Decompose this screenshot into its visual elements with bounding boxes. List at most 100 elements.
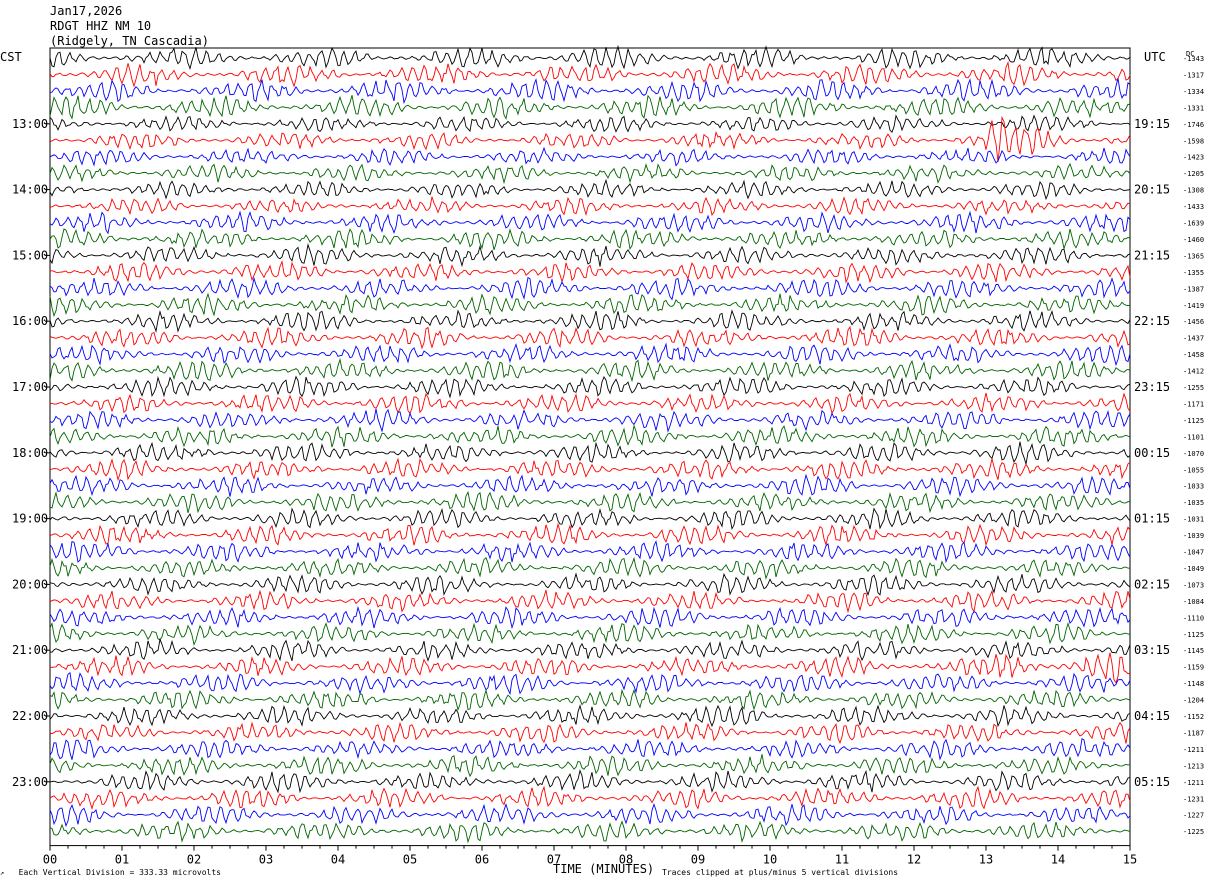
- x-tick-label: 10: [763, 853, 777, 867]
- utc-hour-label: 00:15: [1134, 446, 1170, 460]
- x-tick-label: 01: [115, 853, 129, 867]
- x-tick-label: 03: [259, 853, 273, 867]
- station-id: RDGT HHZ NM 10: [50, 19, 152, 33]
- dc-offset-label: -1213: [1183, 762, 1204, 770]
- dc-offset-label: -1039: [1183, 532, 1204, 540]
- dc-offset-label: -1308: [1183, 187, 1204, 195]
- seismic-trace: [49, 540, 1131, 564]
- x-tick-label: 12: [907, 853, 921, 867]
- seismic-trace: [49, 309, 1131, 333]
- dc-offset-label: -1073: [1183, 581, 1204, 589]
- seismic-trace: [49, 605, 1131, 630]
- dc-offset-label: -1433: [1183, 203, 1204, 211]
- dc-offset-label: -1365: [1183, 252, 1204, 260]
- seismic-trace: [49, 77, 1131, 105]
- cst-hour-label: 17:00: [12, 380, 48, 394]
- cst-hour-label: 15:00: [12, 248, 48, 262]
- seismic-trace: [49, 803, 1131, 828]
- dc-offset-label: -1746: [1183, 121, 1204, 129]
- x-axis-title: TIME (MINUTES): [553, 862, 655, 876]
- seismic-trace: [49, 292, 1131, 318]
- seismic-trace: [49, 704, 1131, 728]
- dc-offset-label: -1639: [1183, 220, 1204, 228]
- x-tick-label: 00: [43, 853, 57, 867]
- dc-offset-label: -1598: [1183, 137, 1204, 145]
- dc-offset-label: -1231: [1183, 795, 1204, 803]
- cst-hour-label: 20:00: [12, 577, 48, 591]
- dc-offset-label: -1437: [1183, 335, 1204, 343]
- seismic-trace: [50, 721, 1131, 745]
- seismic-trace: [49, 671, 1131, 696]
- seismic-trace: [49, 572, 1131, 597]
- seismic-trace: [49, 162, 1131, 185]
- dc-offset-label: -1255: [1183, 384, 1204, 392]
- cst-hour-label: 23:00: [12, 775, 48, 789]
- seismic-trace: [49, 507, 1131, 531]
- seismic-trace: [49, 178, 1131, 201]
- dc-offset-label: -1101: [1183, 433, 1204, 441]
- x-tick-label: 09: [691, 853, 705, 867]
- dc-offset-label: -1049: [1183, 565, 1204, 573]
- cst-hour-label: 14:00: [12, 183, 48, 197]
- seismic-trace: [49, 473, 1131, 498]
- seismic-trace: [49, 325, 1131, 350]
- dc-offset-label: -1152: [1183, 713, 1204, 721]
- vertical-division-note: Each Vertical Division = 333.33 microvol…: [18, 868, 221, 877]
- cst-hour-label: 21:00: [12, 643, 48, 657]
- seismic-trace: [49, 115, 1131, 163]
- dc-offset-label: -1033: [1183, 483, 1204, 491]
- dc-offset-label: -1419: [1183, 302, 1204, 310]
- utc-axis-label: UTC: [1144, 50, 1166, 64]
- x-tick-label: 08: [619, 853, 633, 867]
- dc-offset-label: -1084: [1183, 598, 1204, 606]
- dc-offset-label: -1423: [1183, 154, 1204, 162]
- seismic-trace: [49, 94, 1131, 120]
- dc-offset-label: -1145: [1183, 647, 1204, 655]
- clip-note: Traces clipped at plus/minus 5 vertical …: [662, 868, 899, 877]
- cst-hour-label: 19:00: [12, 512, 48, 526]
- chart-date: Jan17,2026: [50, 4, 123, 18]
- dc-offset-label: -1334: [1183, 88, 1204, 96]
- utc-hour-label: 05:15: [1134, 775, 1170, 789]
- seismic-trace: [49, 441, 1131, 465]
- dc-offset-label: -1412: [1183, 368, 1204, 376]
- dc-offset-label: -1387: [1183, 285, 1204, 293]
- seismic-trace: [49, 785, 1131, 810]
- seismic-trace: [49, 114, 1131, 134]
- dc-offset-label: -1148: [1183, 680, 1204, 688]
- seismic-trace: [49, 392, 1131, 415]
- seismic-trace: [49, 357, 1131, 383]
- dc-offset-label: -1458: [1183, 351, 1204, 359]
- dc-offset-label: -1125: [1183, 631, 1204, 639]
- x-tick-label: 15: [1123, 853, 1137, 867]
- seismic-trace: [49, 769, 1131, 794]
- utc-hour-label: 22:15: [1134, 314, 1170, 328]
- seismic-trace: [49, 210, 1131, 235]
- dc-offset-label: -1331: [1183, 104, 1204, 112]
- seismic-trace: [49, 737, 1131, 761]
- dc-offset-label: -1343: [1183, 55, 1204, 63]
- dc-offset-label: -1110: [1183, 614, 1204, 622]
- x-tick-label: 07: [547, 853, 561, 867]
- x-tick-label: 06: [475, 853, 489, 867]
- cst-hour-label: 18:00: [12, 446, 48, 460]
- x-tick-label: 11: [835, 853, 849, 867]
- seismic-trace: [49, 276, 1131, 301]
- cst-hour-label: 16:00: [12, 314, 48, 328]
- x-tick-label: 05: [403, 853, 417, 867]
- utc-hour-label: 03:15: [1134, 643, 1170, 657]
- seismic-trace: [49, 621, 1131, 646]
- x-tick-label: 14: [1051, 853, 1065, 867]
- seismic-trace: [49, 196, 1131, 217]
- utc-hour-label: 04:15: [1134, 709, 1170, 723]
- x-tick-label: 13: [979, 853, 993, 867]
- scale-note: ↗ Each Vertical Division = 333.33 microv…: [0, 868, 221, 877]
- seismic-trace: [49, 44, 1131, 70]
- seismic-trace: [49, 637, 1131, 662]
- seismic-trace: [49, 652, 1131, 684]
- dc-offset-label: -1171: [1183, 400, 1204, 408]
- dc-offset-label: -1125: [1183, 417, 1204, 425]
- station-location: (Ridgely, TN Cascadia): [50, 34, 209, 48]
- dc-offset-label: -1035: [1183, 499, 1204, 507]
